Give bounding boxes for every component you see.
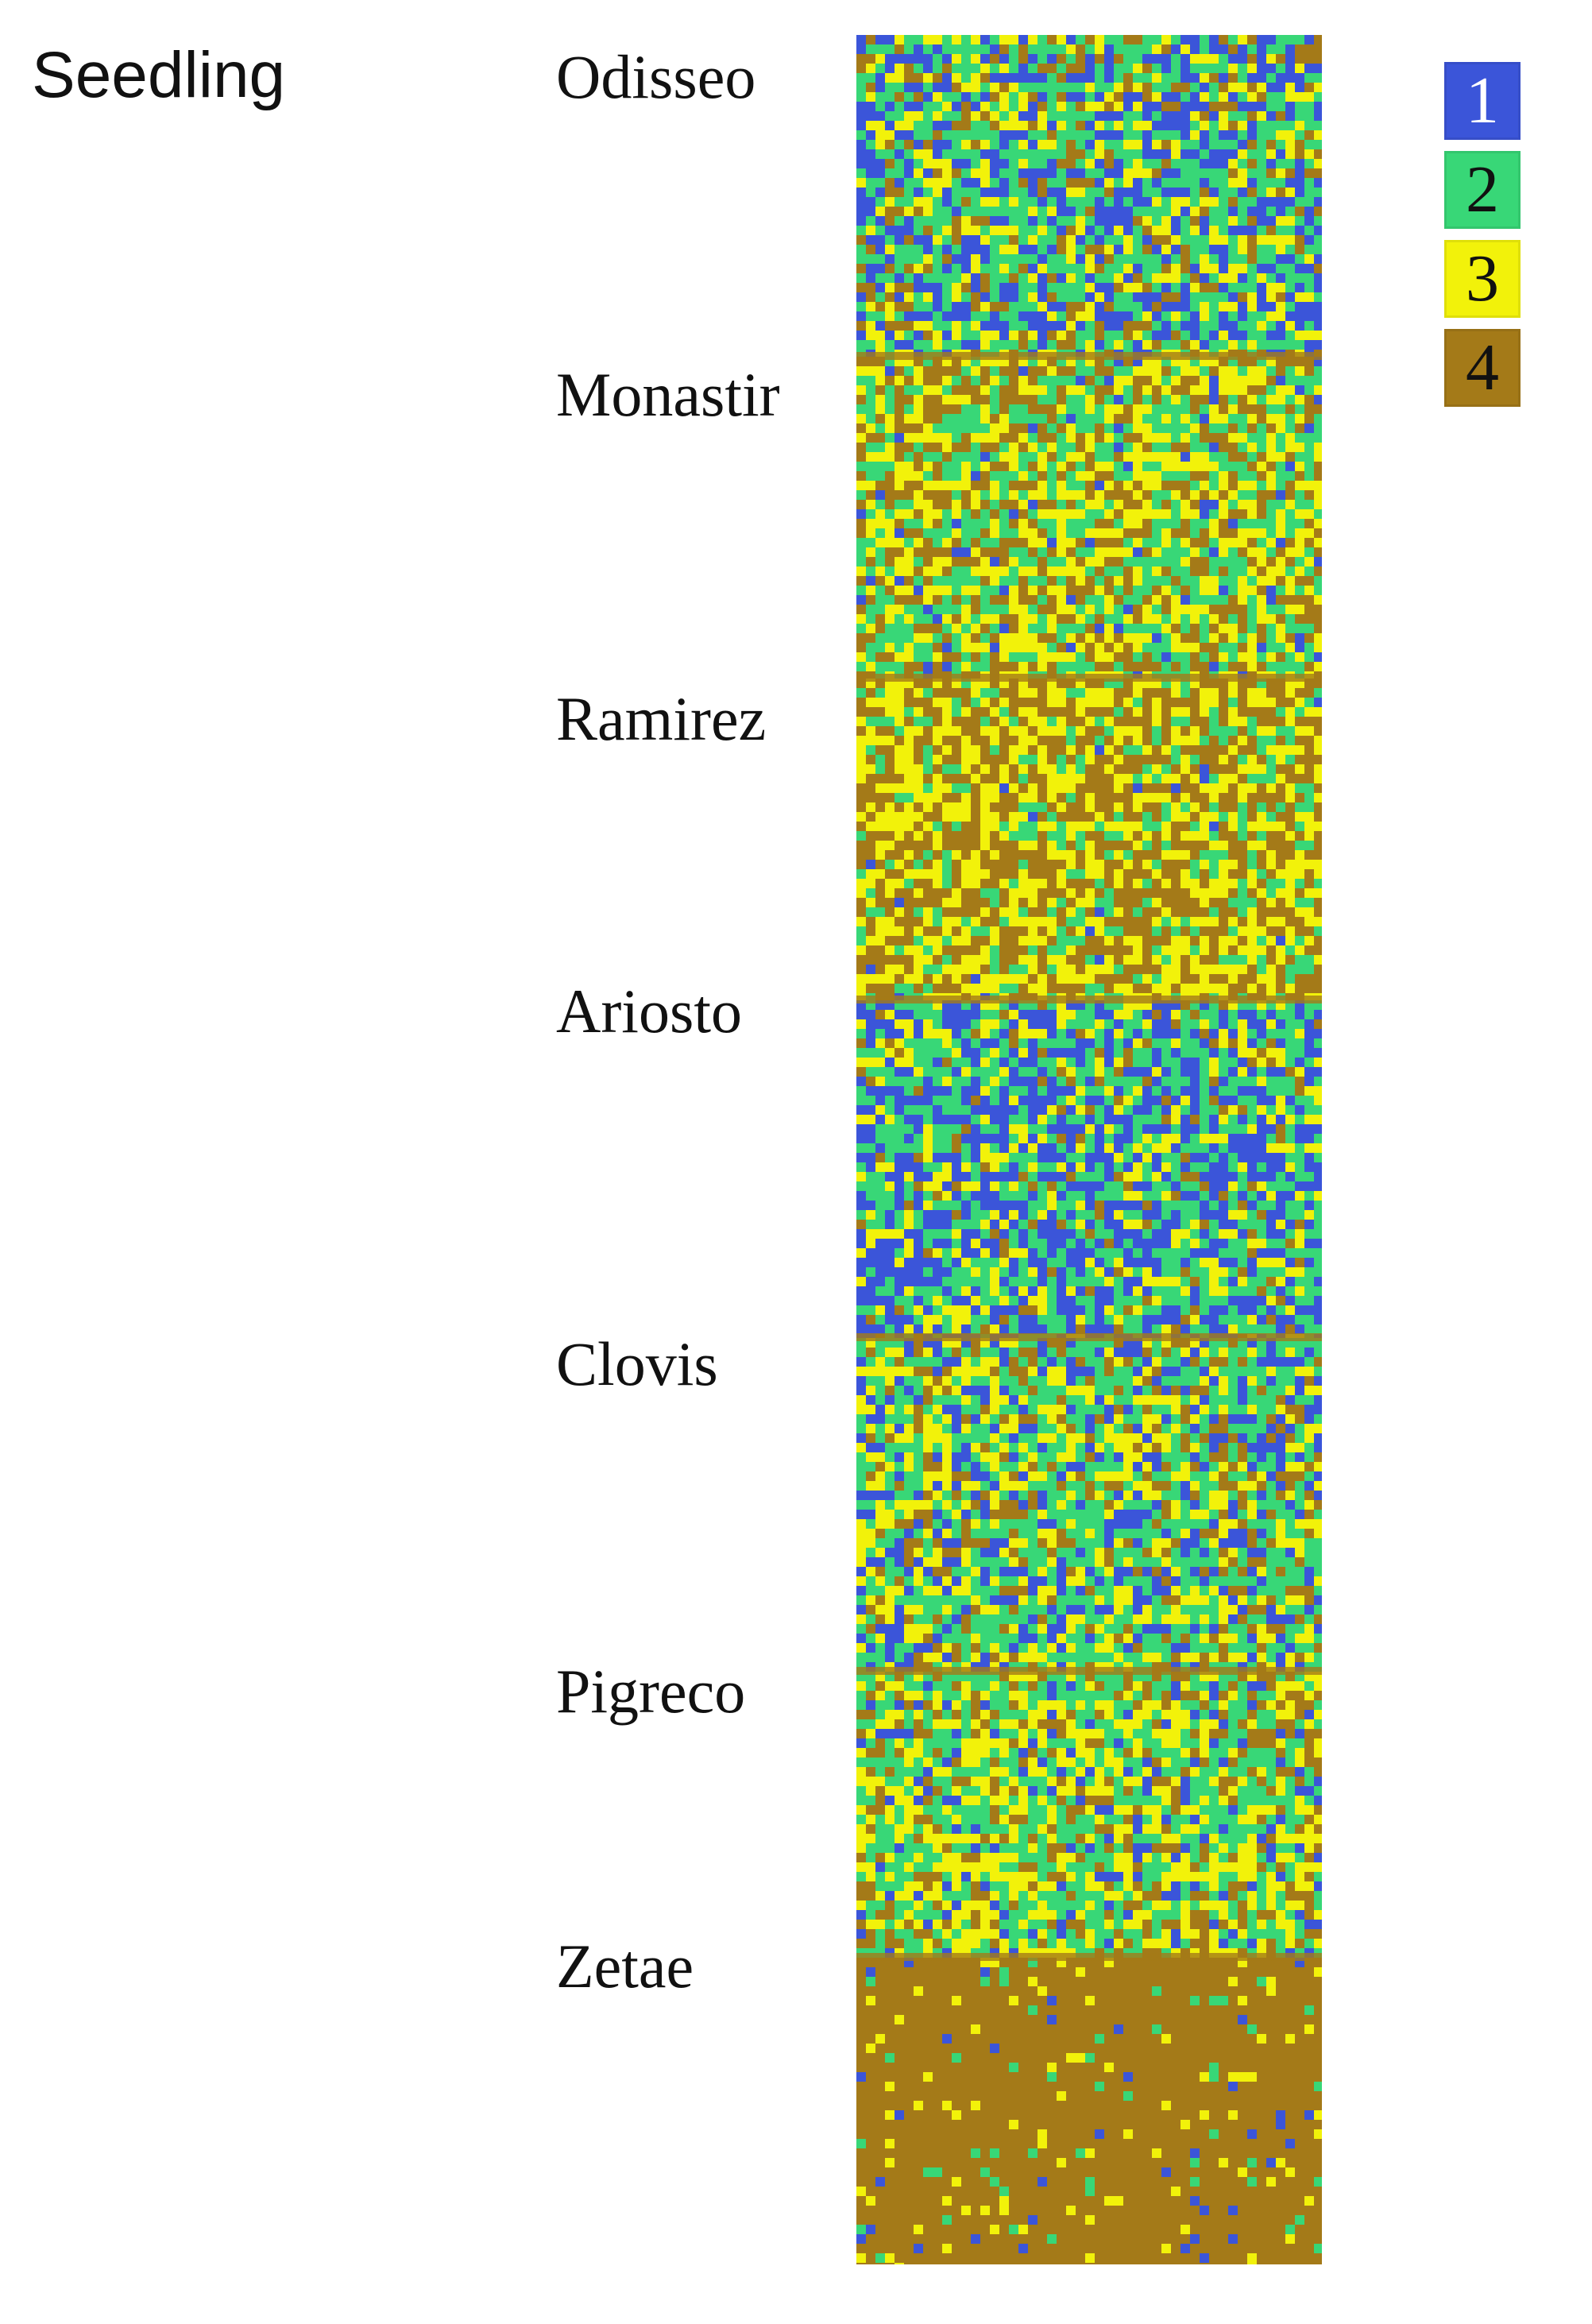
plot-zetae <box>856 1958 1322 2264</box>
plot-pigreco <box>856 1672 1322 1959</box>
variety-label-odisseo: Odisseo <box>556 42 756 111</box>
plot-boundary <box>856 674 1322 682</box>
plot-monastir <box>856 357 1322 682</box>
field-map-canvas <box>856 35 1322 2264</box>
legend-class-1: 1 <box>1444 62 1521 140</box>
plot-boundary <box>856 996 1322 1003</box>
legend-class-3: 3 <box>1444 240 1521 318</box>
plot-boundary <box>856 1333 1322 1341</box>
plot-ramirez <box>856 679 1322 1003</box>
variety-label-monastir: Monastir <box>556 360 780 429</box>
plot-odisseo <box>856 35 1322 360</box>
plot-clovis <box>856 1338 1322 1672</box>
legend-class-2: 2 <box>1444 151 1521 229</box>
stage-label: Seedling <box>32 39 286 111</box>
field-classification-map <box>856 35 1322 2264</box>
variety-label-ramirez: Ramirez <box>556 684 767 753</box>
variety-label-zetae: Zetae <box>556 1932 694 2001</box>
legend-class-4: 4 <box>1444 329 1521 407</box>
plot-boundary <box>856 1953 1322 1961</box>
plot-ariosto <box>856 1000 1322 1344</box>
class-legend: 1 2 3 4 <box>1444 62 1530 418</box>
plot-boundary <box>856 352 1322 360</box>
variety-label-ariosto: Ariosto <box>556 976 742 1046</box>
variety-label-clovis: Clovis <box>556 1329 718 1398</box>
plot-boundary <box>856 1667 1322 1675</box>
variety-label-pigreco: Pigreco <box>556 1657 746 1726</box>
